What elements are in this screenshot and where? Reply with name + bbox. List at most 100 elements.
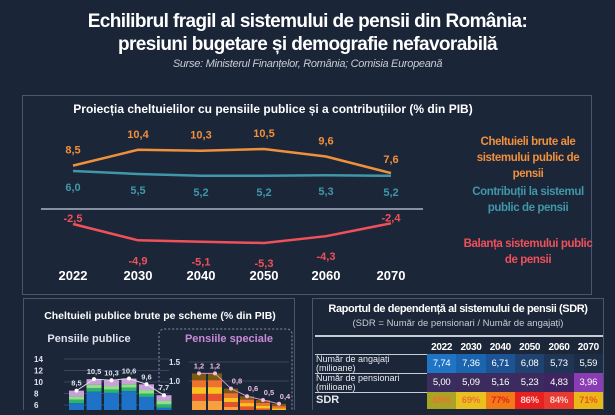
- row-label: Număr de pensionari (milioane): [315, 373, 427, 392]
- bar-segment: [122, 391, 137, 410]
- data-label: -2,5: [64, 213, 83, 225]
- total-point: [277, 402, 281, 406]
- data-label: 9,6: [318, 135, 333, 147]
- bar-segment: [122, 384, 137, 387]
- bar-segment: [192, 401, 206, 410]
- table-cell: 65%: [427, 392, 456, 409]
- x-tick-label: 2022: [59, 268, 88, 283]
- bar-label: 7,7: [159, 383, 169, 392]
- table-cell: 5,59: [574, 354, 603, 373]
- bar-segment: [139, 394, 154, 397]
- page-title: Echilibrul fragil al sistemului de pensi…: [0, 10, 615, 56]
- data-label: -4,3: [317, 251, 336, 263]
- bar-segment: [139, 390, 154, 393]
- bar-segment: [87, 388, 102, 391]
- title-line-2: presiuni bugetare și demografie nefavora…: [0, 33, 615, 56]
- data-label: 10,5: [253, 128, 274, 140]
- line-chart-title: Proiecția cheltuielilor cu pensiile publ…: [73, 102, 472, 116]
- bar-segment: [104, 393, 119, 410]
- bar-segment: [240, 400, 254, 403]
- col-2050: 2050: [515, 336, 544, 354]
- total-point: [213, 371, 217, 375]
- col-2060: 2060: [544, 336, 573, 354]
- x-tick-label: 2040: [187, 268, 216, 283]
- bar-segment: [208, 387, 222, 394]
- bar-segment: [157, 404, 172, 407]
- data-label: -2,4: [382, 212, 402, 224]
- bar-segment: [192, 394, 206, 401]
- x-tick-label: 2060: [312, 268, 341, 283]
- data-label: 5,3: [318, 186, 333, 198]
- total-point: [245, 394, 249, 398]
- total-point: [75, 389, 79, 393]
- table-cell: 3,96: [574, 373, 603, 392]
- sdr-table-panel: Raportul de dependență al sistemului de …: [312, 298, 604, 410]
- data-label: 5,2: [383, 187, 398, 199]
- total-point: [197, 371, 201, 375]
- bar-segment: [69, 403, 84, 410]
- data-label: 5,2: [193, 187, 208, 199]
- bar-segment: [139, 397, 154, 410]
- bar-label: 10,6: [122, 367, 137, 376]
- y-tick-label: 1.0: [169, 377, 181, 386]
- series-line-2: [73, 223, 391, 243]
- bar-segment: [240, 406, 254, 409]
- bar-label: 0,4: [280, 392, 291, 401]
- y-tick-label: 8: [34, 390, 39, 399]
- bar-label: 8,5: [71, 379, 81, 388]
- bar-chart-title: Cheltuieli publice brute pe scheme (% di…: [44, 310, 276, 322]
- legend-contributions: Contribuții la sistemul public de pensii: [463, 184, 593, 216]
- bar-label: 10,3: [104, 368, 119, 377]
- table-cell: 84%: [544, 392, 573, 409]
- bar-segment: [69, 400, 84, 403]
- table-cell: 5,16: [486, 373, 515, 392]
- x-tick-label: 2050: [250, 268, 279, 283]
- bar-segment: [104, 389, 119, 392]
- table-cell: 5,09: [456, 373, 485, 392]
- table-cell: 7,36: [456, 354, 485, 373]
- y-tick-label: 1.5: [169, 358, 181, 367]
- bar-segment: [104, 386, 119, 389]
- bar-segment: [87, 392, 102, 410]
- series-line-1: [73, 171, 391, 176]
- special-pensions-title: Pensiile speciale: [185, 333, 273, 345]
- table-cell: 71%: [574, 392, 603, 409]
- total-point: [127, 377, 131, 381]
- total-point: [110, 378, 114, 382]
- bar-charts: Cheltuieli publice brute pe scheme (% di…: [24, 299, 294, 410]
- bar-segment: [192, 380, 206, 387]
- title-line-1: Echilibrul fragil al sistemului de pensi…: [0, 10, 615, 33]
- table-cell: 86%: [515, 392, 544, 409]
- bar-label: 0,8: [232, 377, 242, 386]
- total-point: [229, 387, 233, 391]
- table-cell: 7,74: [427, 354, 456, 373]
- table-cell: 69%: [456, 392, 485, 409]
- bar-segment: [224, 393, 238, 398]
- total-point: [145, 382, 149, 386]
- data-label: 6,0: [65, 182, 80, 194]
- table-cell: 5,00: [427, 373, 456, 392]
- bar-segment: [87, 385, 102, 388]
- total-point: [261, 398, 265, 402]
- total-point: [162, 393, 166, 397]
- x-tick-label: 2030: [124, 268, 153, 283]
- sources: Surse: Ministerul Finanțelor, România; C…: [0, 58, 615, 70]
- table-title: Raportul de dependență al sistemului de …: [313, 303, 603, 315]
- bar-segment: [256, 403, 270, 406]
- col-2030: 2030: [456, 336, 485, 354]
- x-tick-label: 2070: [377, 268, 406, 283]
- data-label: -4,9: [129, 255, 148, 267]
- bar-segment: [157, 401, 172, 404]
- bar-segment: [224, 398, 238, 403]
- bar-segment: [208, 394, 222, 401]
- table-cell: 6,08: [515, 354, 544, 373]
- bar-segment: [122, 388, 137, 391]
- col-2040: 2040: [486, 336, 515, 354]
- bar-segment: [256, 406, 270, 409]
- bar-segment: [272, 406, 286, 408]
